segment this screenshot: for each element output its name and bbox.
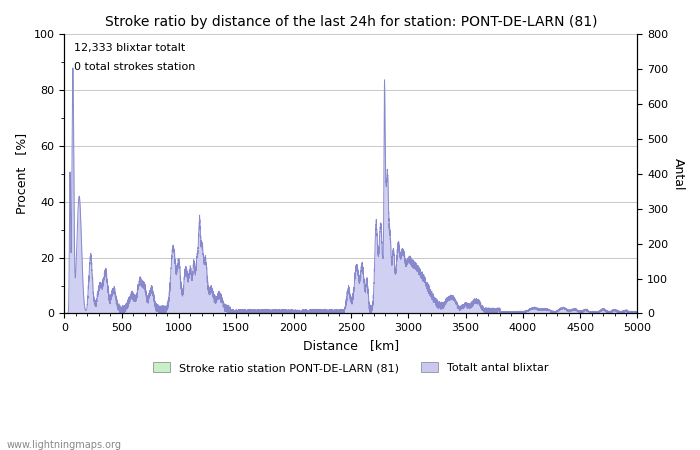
Text: 0 total strokes station: 0 total strokes station bbox=[74, 62, 195, 72]
X-axis label: Distance   [km]: Distance [km] bbox=[303, 339, 399, 352]
Text: www.lightningmaps.org: www.lightningmaps.org bbox=[7, 440, 122, 450]
Text: 12,333 blixtar totalt: 12,333 blixtar totalt bbox=[74, 43, 186, 53]
Y-axis label: Procent   [%]: Procent [%] bbox=[15, 133, 28, 215]
Legend: Stroke ratio station PONT-DE-LARN (81), Totalt antal blixtar: Stroke ratio station PONT-DE-LARN (81), … bbox=[149, 358, 553, 378]
Title: Stroke ratio by distance of the last 24h for station: PONT-DE-LARN (81): Stroke ratio by distance of the last 24h… bbox=[104, 15, 597, 29]
Y-axis label: Antal: Antal bbox=[672, 158, 685, 190]
